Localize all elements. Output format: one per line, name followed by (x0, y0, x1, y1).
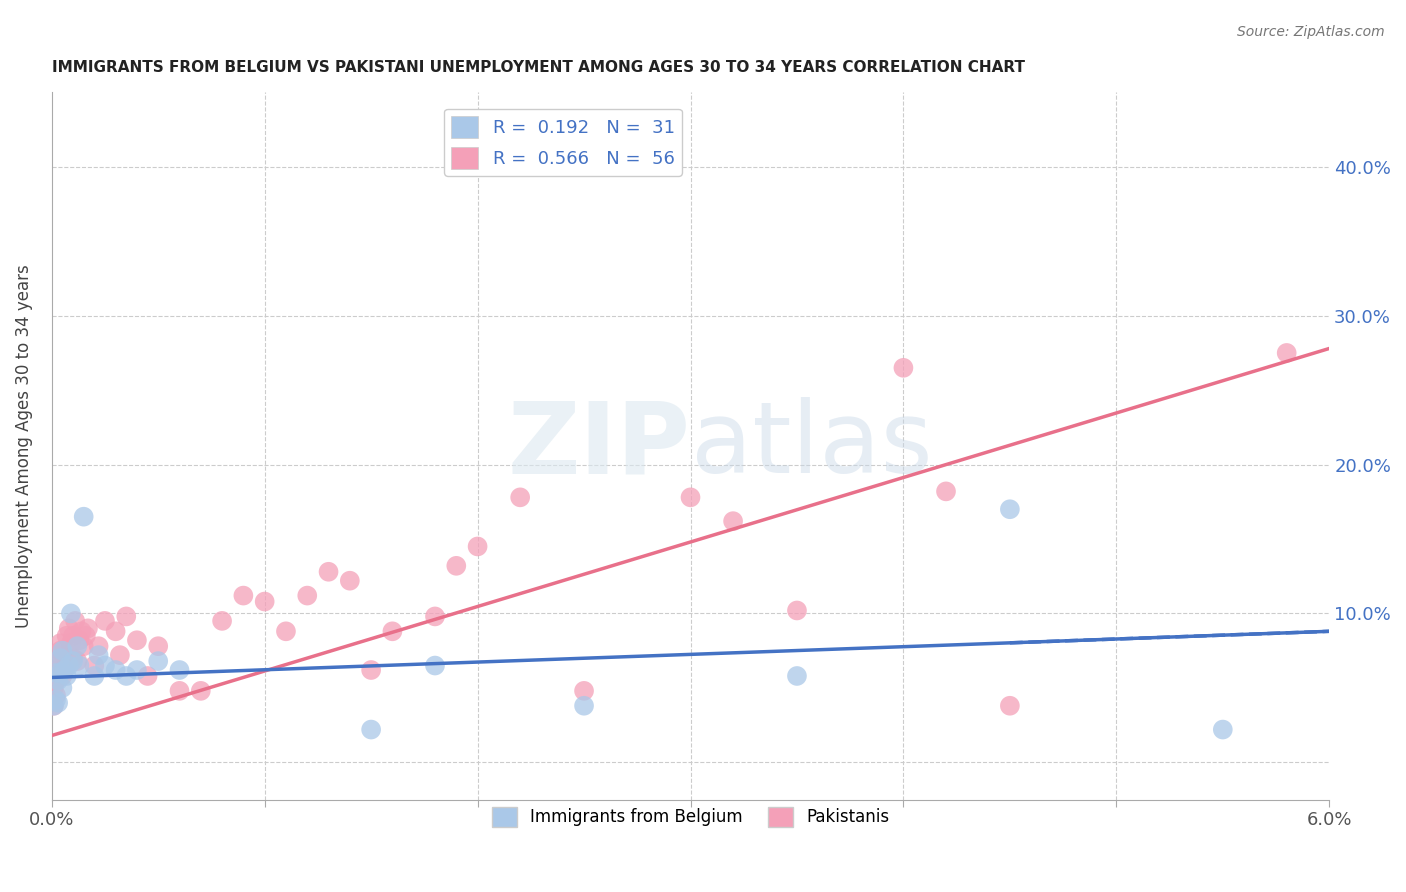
Point (211, 614, 233, 628)
Point (49, 636, 72, 650)
Point (339, 574, 361, 588)
Point (148, 654, 170, 668)
Point (45, 673, 67, 688)
Point (998, 502, 1021, 516)
Point (274, 624, 297, 639)
Point (77, 621, 100, 635)
Point (58, 621, 80, 635)
Point (190, 684, 212, 698)
Point (49, 665, 72, 680)
Point (893, 360, 915, 375)
Point (1275, 346, 1298, 360)
Point (935, 484, 957, 499)
Point (46, 654, 69, 668)
Point (423, 609, 446, 624)
Point (59, 636, 82, 650)
Point (53, 643, 76, 657)
Point (62, 654, 84, 668)
Point (46, 663, 69, 677)
Point (998, 698, 1021, 713)
Point (104, 624, 127, 639)
Point (125, 663, 148, 677)
Point (381, 624, 404, 639)
Point (49, 651, 72, 665)
Point (62, 651, 84, 665)
Point (125, 633, 148, 648)
Point (169, 684, 191, 698)
Point (58, 658, 80, 673)
Point (42, 698, 65, 713)
Point (42, 698, 65, 713)
Text: IMMIGRANTS FROM BELGIUM VS PAKISTANI UNEMPLOYMENT AMONG AGES 30 TO 34 YEARS CORR: IMMIGRANTS FROM BELGIUM VS PAKISTANI UNE… (52, 60, 1025, 75)
Point (83, 658, 105, 673)
Y-axis label: Unemployment Among Ages 30 to 34 years: Unemployment Among Ages 30 to 34 years (15, 264, 32, 628)
Point (94, 658, 117, 673)
Point (297, 589, 319, 603)
Point (45, 689, 67, 703)
Point (721, 514, 744, 528)
Point (318, 565, 340, 579)
Point (94, 614, 117, 628)
Point (87, 648, 110, 662)
Point (49, 643, 72, 657)
Point (786, 603, 808, 617)
Text: atlas: atlas (690, 398, 932, 494)
Point (115, 609, 138, 624)
Point (55, 658, 77, 673)
Point (51, 643, 73, 657)
Point (169, 663, 191, 677)
Point (467, 540, 489, 554)
Point (446, 558, 468, 573)
Point (148, 639, 170, 653)
Point (62, 629, 84, 643)
Point (63, 614, 86, 628)
Point (572, 684, 595, 698)
Point (572, 698, 595, 713)
Point (55, 669, 77, 683)
Point (87, 639, 110, 653)
Point (679, 491, 702, 505)
Point (232, 589, 254, 603)
Point (108, 648, 131, 662)
Point (59, 607, 82, 621)
Point (509, 491, 531, 505)
Text: Source: ZipAtlas.com: Source: ZipAtlas.com (1237, 25, 1385, 39)
Point (70, 624, 93, 639)
Point (73, 509, 96, 524)
Point (67, 633, 90, 648)
Point (46, 696, 69, 710)
Point (104, 663, 127, 677)
Text: ZIP: ZIP (508, 398, 690, 494)
Legend: Immigrants from Belgium, Pakistanis: Immigrants from Belgium, Pakistanis (485, 800, 896, 834)
Point (253, 594, 276, 608)
Point (51, 669, 73, 683)
Point (136, 669, 159, 683)
Point (53, 663, 76, 677)
Point (115, 669, 138, 683)
Point (67, 658, 90, 673)
Point (46, 673, 69, 688)
Point (45, 693, 67, 707)
Point (55, 629, 77, 643)
Point (786, 669, 808, 683)
Point (45, 665, 67, 680)
Point (66, 639, 89, 653)
Point (360, 663, 382, 677)
Point (51, 651, 73, 665)
Point (42, 681, 65, 695)
Point (423, 658, 446, 673)
Point (75, 629, 97, 643)
Point (1212, 723, 1234, 737)
Point (66, 654, 89, 668)
Point (83, 669, 105, 683)
Point (73, 639, 96, 653)
Point (51, 681, 73, 695)
Point (360, 723, 382, 737)
